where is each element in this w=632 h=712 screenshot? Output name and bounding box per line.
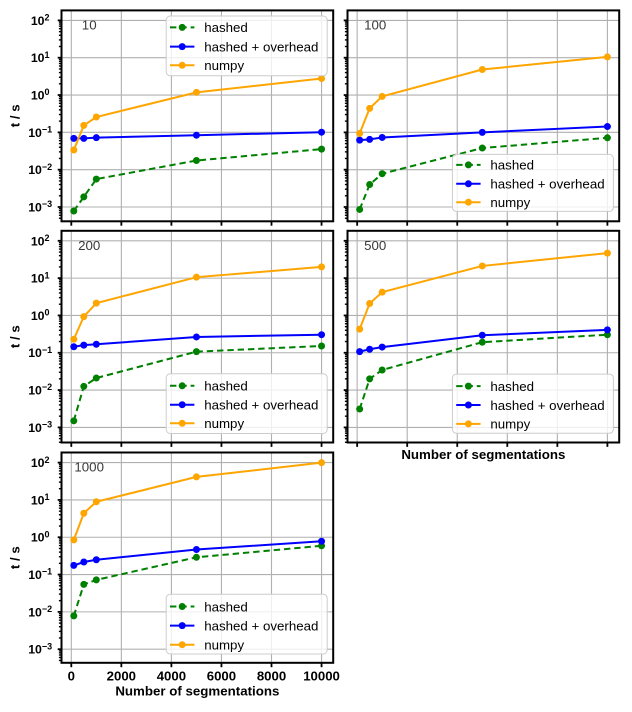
svg-text:1000: 1000	[74, 460, 104, 475]
svg-text:numpy: numpy	[204, 638, 244, 653]
svg-text:numpy: numpy	[490, 195, 530, 210]
svg-text:200: 200	[78, 238, 100, 253]
svg-text:t / s: t / s	[8, 104, 23, 127]
svg-text:hashed: hashed	[204, 379, 248, 394]
svg-text:0: 0	[68, 668, 75, 683]
svg-text:Number of segmentations: Number of segmentations	[115, 684, 279, 699]
svg-text:hashed + overhead: hashed + overhead	[204, 618, 318, 633]
svg-text:hashed: hashed	[204, 20, 248, 35]
svg-text:Number of segmentations: Number of segmentations	[401, 447, 565, 462]
svg-text:500: 500	[364, 238, 386, 253]
svg-text:t / s: t / s	[8, 546, 23, 569]
svg-text:100: 100	[364, 18, 386, 33]
svg-text:2000: 2000	[107, 668, 136, 683]
svg-text:8000: 8000	[257, 668, 286, 683]
svg-text:10000: 10000	[303, 668, 340, 683]
svg-text:numpy: numpy	[490, 417, 530, 432]
svg-text:hashed + overhead: hashed + overhead	[490, 398, 604, 413]
svg-text:6000: 6000	[207, 668, 236, 683]
svg-text:4000: 4000	[157, 668, 186, 683]
svg-text:hashed: hashed	[204, 599, 248, 614]
svg-text:numpy: numpy	[204, 416, 244, 431]
svg-text:hashed: hashed	[490, 379, 534, 394]
svg-text:hashed + overhead: hashed + overhead	[204, 39, 318, 54]
svg-text:numpy: numpy	[204, 58, 244, 73]
svg-text:10: 10	[82, 18, 97, 33]
svg-text:hashed + overhead: hashed + overhead	[490, 177, 604, 192]
svg-text:hashed + overhead: hashed + overhead	[204, 398, 318, 413]
svg-text:t / s: t / s	[8, 325, 23, 348]
svg-text:hashed: hashed	[490, 158, 534, 173]
